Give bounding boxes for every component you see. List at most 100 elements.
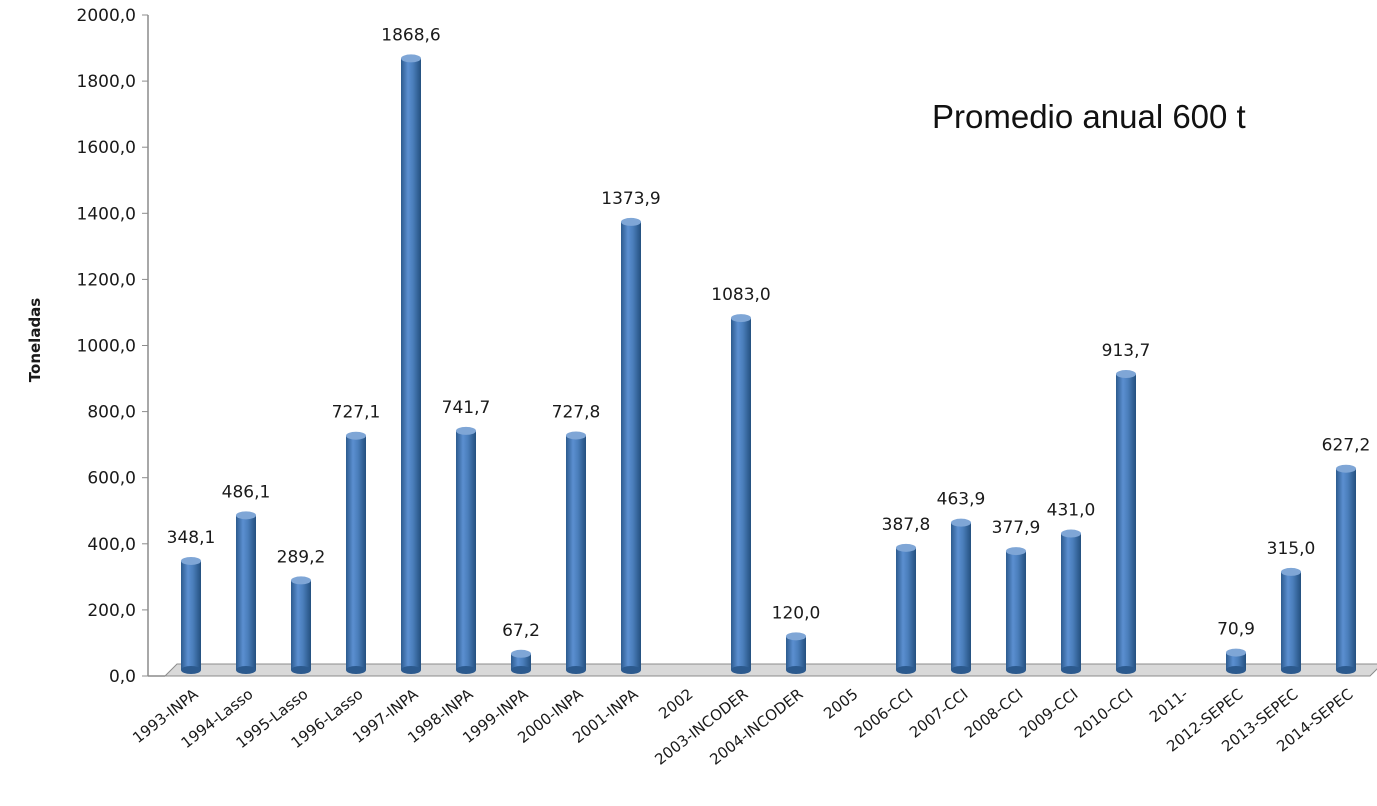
bar <box>621 217 641 674</box>
bar <box>1336 464 1356 674</box>
bar-bottom <box>401 666 421 674</box>
y-axis-label: Toneladas <box>26 298 44 383</box>
y-tick-label: 1800,0 <box>77 72 136 92</box>
data-label: 1083,0 <box>711 285 770 305</box>
bar-bottom <box>566 666 586 674</box>
x-axis-tick-labels: 1993-INPA1994-Lasso1995-Lasso1996-Lasso1… <box>129 685 1356 769</box>
bar <box>786 632 806 674</box>
data-label: 377,9 <box>992 518 1041 538</box>
bar <box>346 431 366 674</box>
bar-top <box>401 54 421 63</box>
bar-body <box>456 430 476 670</box>
bar <box>511 649 531 674</box>
bar-body <box>291 580 311 670</box>
bar <box>291 576 311 674</box>
y-tick-label: 0,0 <box>109 667 136 687</box>
bar-body <box>401 58 421 671</box>
bar-body <box>181 560 201 670</box>
bar-bottom <box>456 666 476 674</box>
bar-top <box>1336 464 1356 473</box>
bar-bottom <box>621 666 641 674</box>
bar-body <box>621 221 641 670</box>
bar-body <box>896 547 916 670</box>
bar-top <box>1006 547 1026 556</box>
bar-bottom <box>181 666 201 674</box>
bar <box>731 314 751 674</box>
x-tick-label: 2006-CCI <box>851 685 916 742</box>
bar-bottom <box>1226 666 1246 674</box>
bar-bottom <box>1116 666 1136 674</box>
data-label: 387,8 <box>882 515 931 535</box>
y-axis-tick-labels: 0,0 200,0 400,0 600,0 800,0 1000,0 1200,0 1400,… <box>77 6 148 687</box>
bar <box>951 518 971 674</box>
data-label: 70,9 <box>1217 620 1255 640</box>
x-tick-label: 2002 <box>655 685 696 723</box>
bar <box>1281 567 1301 674</box>
bar-top <box>731 314 751 323</box>
bar-top <box>291 576 311 585</box>
data-label: 727,8 <box>552 402 601 422</box>
y-tick-label: 600,0 <box>87 469 136 489</box>
bar-bottom <box>1336 666 1356 674</box>
x-tick-label: 2004-INCODER <box>706 685 806 769</box>
bar <box>566 431 586 674</box>
bar-top <box>896 543 916 552</box>
x-tick-label: 2011- <box>1146 685 1191 726</box>
y-tick-label: 200,0 <box>87 601 136 621</box>
data-label: 627,2 <box>1322 436 1371 456</box>
bar-body <box>1226 652 1246 670</box>
bar <box>1061 529 1081 674</box>
y-tick-label: 1200,0 <box>77 270 136 290</box>
x-tick-label: 2010-CCI <box>1071 685 1136 742</box>
data-label: 67,2 <box>502 621 540 641</box>
bar <box>896 543 916 674</box>
bar-body <box>786 636 806 670</box>
bar-top <box>621 217 641 226</box>
bar <box>181 556 201 674</box>
data-label: 120,0 <box>772 603 821 623</box>
data-label: 348,1 <box>167 528 216 548</box>
bar-bottom <box>951 666 971 674</box>
bar-bottom <box>731 666 751 674</box>
data-labels: 348,1 486,1 289,2 727,1 1868,6 741,7 67,2 727,8… <box>167 25 1371 640</box>
annotation-average: Promedio anual 600 t <box>932 98 1246 135</box>
bar-body <box>346 435 366 670</box>
bar-top <box>1061 529 1081 538</box>
data-label: 913,7 <box>1102 341 1151 361</box>
bar-bottom <box>786 666 806 674</box>
bar <box>1006 547 1026 674</box>
data-label: 727,1 <box>332 403 381 423</box>
x-tick-label: 2007-CCI <box>906 685 971 742</box>
y-tick-label: 1000,0 <box>77 337 136 357</box>
bar-body <box>951 522 971 670</box>
bar-top <box>236 511 256 520</box>
bar-top <box>1226 648 1246 657</box>
data-label: 431,0 <box>1047 501 1096 521</box>
bar-bottom <box>346 666 366 674</box>
data-label: 463,9 <box>937 490 986 510</box>
data-label: 289,2 <box>277 547 326 567</box>
bar-top <box>511 649 531 658</box>
bar-top <box>1116 370 1136 379</box>
bar-series <box>181 54 1356 674</box>
bar-bottom <box>236 666 256 674</box>
bar-top <box>566 431 586 440</box>
bar-bottom <box>1061 666 1081 674</box>
data-label: 486,1 <box>222 482 271 502</box>
data-label: 1868,6 <box>381 25 440 45</box>
bar-bottom <box>291 666 311 674</box>
y-tick-label: 800,0 <box>87 403 136 423</box>
x-tick-label: 2009-CCI <box>1016 685 1081 742</box>
x-tick-label: 2008-CCI <box>961 685 1026 742</box>
bar-bottom <box>1281 666 1301 674</box>
bar-bottom <box>511 666 531 674</box>
bar-top <box>951 518 971 527</box>
bar-bottom <box>1006 666 1026 674</box>
bar-body <box>236 515 256 670</box>
y-tick-label: 400,0 <box>87 535 136 555</box>
y-tick-label: 1600,0 <box>77 138 136 158</box>
bar-bottom <box>896 666 916 674</box>
y-tick-label: 2000,0 <box>77 6 136 26</box>
bar <box>456 426 476 674</box>
bar-body <box>1116 374 1136 670</box>
